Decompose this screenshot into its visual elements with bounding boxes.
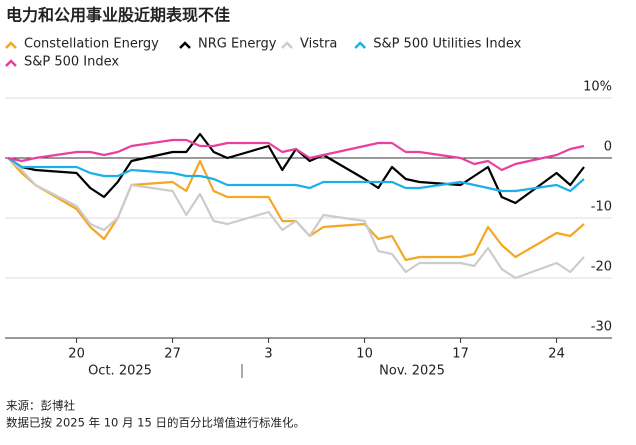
legend-label: S&P 500 Index [24,55,119,70]
legend-label: Vistra [300,37,337,52]
legend-swatch [281,41,293,49]
source: 来源：彭博社 [6,399,75,413]
month-label: Oct. 2025 [88,364,152,379]
x-tick-label: 24 [548,347,565,362]
y-tick-label: -30 [591,320,612,335]
legend-label: NRG Energy [198,37,277,52]
legend-swatch [5,41,17,49]
series-line [7,157,585,193]
month-label: Nov. 2025 [379,364,445,379]
series-line [7,138,585,172]
x-tick-label: 17 [452,347,469,362]
legend-swatch [179,41,191,49]
x-tick-label: 20 [68,347,85,362]
legend-swatch [5,59,17,67]
legend-swatch [354,41,367,49]
note: 数据已按 2025 年 10 月 15 日的百分比增值进行标准化。 [6,416,305,430]
legend-label: S&P 500 Utilities Index [373,37,521,52]
y-tick-label: -10 [591,200,612,215]
legend-label: Constellation Energy [24,37,159,52]
y-tick-label: 0 [604,140,612,155]
series-line [7,157,585,280]
x-tick-label: 27 [164,347,181,362]
y-tick-label: 10% [583,80,612,95]
x-tick-label: 10 [356,347,373,362]
x-tick-label: 3 [264,347,272,362]
chart-title: 电力和公用事业股近期表现不佳 [6,6,230,25]
y-tick-label: -20 [591,260,612,275]
